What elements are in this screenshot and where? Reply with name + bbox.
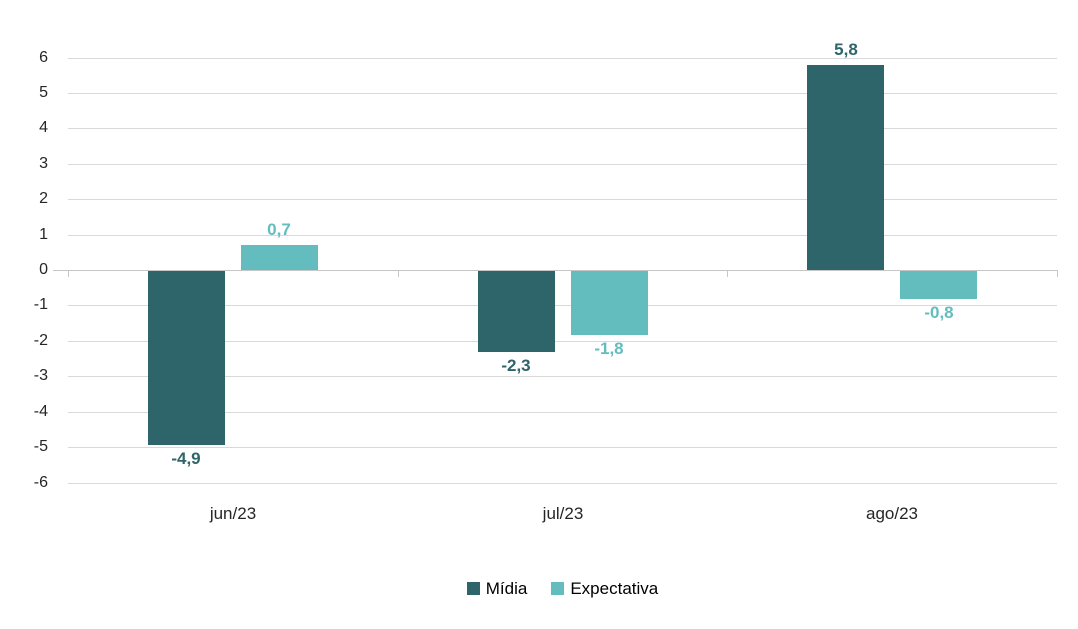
y-axis-tick-label: 5 xyxy=(39,84,48,101)
y-axis-tick-label: 1 xyxy=(39,226,48,243)
bar-value-label: -0,8 xyxy=(924,303,954,322)
gridline xyxy=(68,199,1057,200)
legend-swatch-icon xyxy=(551,582,565,595)
gridline xyxy=(68,412,1057,413)
axis-tick xyxy=(1057,270,1058,277)
y-axis-tick-label: -5 xyxy=(33,438,48,455)
bar-expectativa-ago23 xyxy=(900,271,977,299)
bar-value-label: -2,3 xyxy=(501,356,531,375)
y-axis-tick-label: 6 xyxy=(39,49,48,66)
bar-value-label: 0,7 xyxy=(267,220,291,239)
gridline xyxy=(68,447,1057,448)
gridline xyxy=(68,93,1057,94)
y-axis-tick-label: -3 xyxy=(33,367,48,384)
legend: Mídia Expectativa xyxy=(68,580,1057,597)
bar-value-label: -4,9 xyxy=(171,449,201,468)
gridline xyxy=(68,128,1057,129)
legend-item-expectativa: Expectativa xyxy=(551,580,658,597)
legend-item-mídia: Mídia xyxy=(466,579,528,598)
bar-value-label: 5,8 xyxy=(834,40,858,59)
bar-mídia-ago23 xyxy=(807,65,884,270)
y-axis-tick-label: -4 xyxy=(33,403,48,420)
gridline xyxy=(68,164,1057,165)
category-axis-line xyxy=(53,270,1057,271)
y-axis-tick-label: 3 xyxy=(39,155,48,172)
axis-tick xyxy=(68,270,69,277)
y-axis-tick-label: 2 xyxy=(39,190,48,207)
legend-label: Mídia xyxy=(485,579,528,598)
y-axis-tick-label: -2 xyxy=(33,332,48,349)
legend-label: Expectativa xyxy=(570,579,659,598)
bar-mídia-jul23 xyxy=(478,271,555,352)
gridline xyxy=(68,483,1057,484)
y-axis-tick-label: -6 xyxy=(33,474,48,491)
y-axis-tick-label: -1 xyxy=(33,296,48,313)
axis-tick xyxy=(398,270,399,277)
x-axis-category-label: jul/23 xyxy=(542,504,584,523)
bar-expectativa-jul23 xyxy=(571,271,648,335)
bar-expectativa-jun23 xyxy=(241,245,318,270)
y-axis-tick-label: 4 xyxy=(39,119,48,136)
bar-mídia-jun23 xyxy=(148,271,225,445)
gridline xyxy=(68,341,1057,342)
gridline xyxy=(68,235,1057,236)
gridline xyxy=(68,376,1057,377)
axis-tick xyxy=(727,270,728,277)
gridline xyxy=(68,58,1057,59)
y-axis-tick-label: 0 xyxy=(39,261,48,278)
gridline xyxy=(68,305,1057,306)
bar-value-label: -1,8 xyxy=(594,339,624,358)
x-axis-category-label: ago/23 xyxy=(866,504,918,523)
x-axis-category-label: jun/23 xyxy=(209,504,257,523)
legend-swatch-icon xyxy=(466,582,480,595)
